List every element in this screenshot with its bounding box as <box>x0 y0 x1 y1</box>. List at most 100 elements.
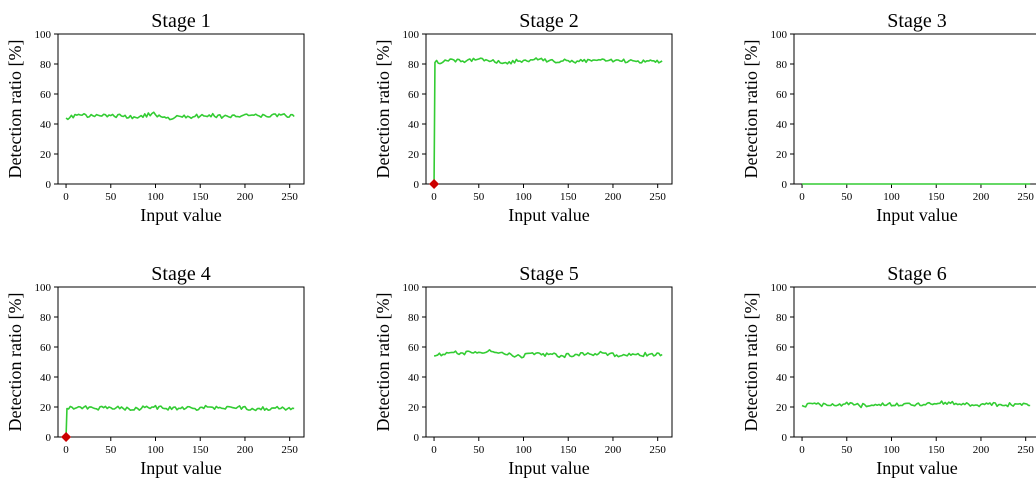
chart-1-ytick-label: 60 <box>40 89 52 101</box>
chart-1-ytick-label: 0 <box>46 179 52 191</box>
chart-4-title: Stage 4 <box>151 263 210 285</box>
chart-4-xtick-label: 150 <box>192 444 209 456</box>
chart-5: Stage 5 0 20 40 60 80 100 0 50 100 150 200 250 Input … <box>373 263 673 478</box>
chart-5-xtick-label: 200 <box>605 444 622 456</box>
chart-6-xtick-label: 150 <box>928 444 945 456</box>
chart-4-ytick-label: 40 <box>40 372 52 384</box>
chart-2-xlabel: Input value <box>508 205 589 225</box>
chart-3-xtick-label: 200 <box>973 191 990 203</box>
chart-3-ytick-label: 40 <box>776 119 788 131</box>
chart-4-xtick-label: 0 <box>63 444 69 456</box>
chart-6-xtick-label: 0 <box>799 444 805 456</box>
chart-5-xtick-label: 0 <box>431 444 437 456</box>
chart-1-ytick-label: 40 <box>40 119 52 131</box>
chart-4-ytick-label: 60 <box>40 342 52 354</box>
chart-5-xtick-label: 150 <box>560 444 577 456</box>
chart-2-series-line <box>433 57 663 185</box>
chart-1: Stage 1 0 20 40 60 80 100 0 50 100 150 200 250 Input … <box>5 10 305 225</box>
chart-5-ylabel: Detection ratio [%] <box>373 293 393 432</box>
chart-4-ytick-label: 20 <box>40 402 52 414</box>
chart-1-ytick-label: 20 <box>40 149 52 161</box>
chart-6-series-line <box>801 400 1031 409</box>
chart-3-xtick-label: 50 <box>841 191 853 203</box>
chart-3-xtick-label: 150 <box>928 191 945 203</box>
chart-4-frame <box>57 286 305 438</box>
chart-4-ytick-label: 0 <box>46 432 52 444</box>
chart-6-ytick-label: 20 <box>776 402 788 414</box>
chart-1-series-line <box>65 111 295 121</box>
chart-4-xtick-label: 50 <box>105 444 117 456</box>
chart-2-xtick-label: 100 <box>515 191 532 203</box>
chart-1-title: Stage 1 <box>151 10 210 32</box>
chart-2-frame <box>425 33 673 185</box>
chart-3: Stage 3 0 20 40 60 80 100 0 50 100 150 200 250 Input … <box>741 10 1036 225</box>
chart-1-ylabel: Detection ratio [%] <box>5 40 25 179</box>
chart-3-frame <box>793 33 1036 185</box>
chart-6-ytick-label: 100 <box>771 282 788 294</box>
chart-6-ytick-label: 60 <box>776 342 788 354</box>
chart-1-xlabel: Input value <box>140 205 221 225</box>
chart-6-xtick-label: 50 <box>841 444 853 456</box>
chart-4-xtick-label: 200 <box>237 444 254 456</box>
chart-2-ytick-label: 40 <box>408 119 420 131</box>
chart-3-xtick-label: 100 <box>883 191 900 203</box>
chart-5-xtick-label: 50 <box>473 444 485 456</box>
chart-2-title: Stage 2 <box>519 10 578 32</box>
chart-2-xtick-label: 150 <box>560 191 577 203</box>
chart-6-ylabel: Detection ratio [%] <box>741 293 761 432</box>
chart-6-ytick-label: 80 <box>776 312 788 324</box>
chart-5-xtick-label: 250 <box>649 444 666 456</box>
chart-6-xtick-label: 200 <box>973 444 990 456</box>
chart-5-xlabel: Input value <box>508 458 589 478</box>
chart-4-marker-point <box>61 432 72 442</box>
chart-2-ylabel: Detection ratio [%] <box>373 40 393 179</box>
chart-5-xtick-label: 100 <box>515 444 532 456</box>
chart-3-ytick-label: 20 <box>776 149 788 161</box>
chart-2-ytick-label: 80 <box>408 59 420 71</box>
chart-3-xtick-label: 0 <box>799 191 805 203</box>
chart-6-xlabel: Input value <box>876 458 957 478</box>
chart-6-xtick-label: 250 <box>1017 444 1034 456</box>
chart-6-ytick-label: 0 <box>782 432 788 444</box>
chart-5-ytick-label: 100 <box>403 282 420 294</box>
chart-2-ytick-label: 60 <box>408 89 420 101</box>
chart-4-ylabel: Detection ratio [%] <box>5 293 25 432</box>
chart-6-frame <box>793 286 1036 438</box>
chart-2-xtick-label: 250 <box>649 191 666 203</box>
chart-6-title: Stage 6 <box>887 263 946 285</box>
chart-5-frame <box>425 286 673 438</box>
chart-2-xtick-label: 200 <box>605 191 622 203</box>
chart-2-xtick-label: 50 <box>473 191 485 203</box>
chart-1-ytick-label: 100 <box>35 29 52 41</box>
chart-2-xtick-label: 0 <box>431 191 437 203</box>
chart-6-ytick-label: 40 <box>776 372 788 384</box>
chart-2: Stage 2 0 20 40 60 80 100 0 50 100 150 200 250 Input … <box>373 10 673 225</box>
chart-4-series-line <box>65 404 295 438</box>
chart-5-series-line <box>433 349 663 359</box>
chart-1-xtick-label: 150 <box>192 191 209 203</box>
chart-1-ytick-label: 80 <box>40 59 52 71</box>
chart-2-ytick-label: 0 <box>414 179 420 191</box>
chart-5-title: Stage 5 <box>519 263 578 285</box>
chart-3-ytick-label: 0 <box>782 179 788 191</box>
chart-4-ytick-label: 80 <box>40 312 52 324</box>
chart-2-ytick-label: 100 <box>403 29 420 41</box>
chart-6: Stage 6 0 20 40 60 80 100 0 50 100 150 200 250 Input … <box>741 263 1036 478</box>
chart-2-marker-point <box>429 179 440 189</box>
chart-4-xtick-label: 100 <box>147 444 164 456</box>
chart-1-xtick-label: 0 <box>63 191 69 203</box>
chart-4-xtick-label: 250 <box>281 444 298 456</box>
chart-1-xtick-label: 200 <box>237 191 254 203</box>
chart-4-ytick-label: 100 <box>35 282 52 294</box>
chart-5-ytick-label: 80 <box>408 312 420 324</box>
chart-5-ytick-label: 40 <box>408 372 420 384</box>
chart-5-ytick-label: 60 <box>408 342 420 354</box>
chart-1-xtick-label: 250 <box>281 191 298 203</box>
chart-3-ytick-label: 100 <box>771 29 788 41</box>
chart-4: Stage 4 0 20 40 60 80 100 0 50 100 150 200 250 Input … <box>5 263 305 478</box>
chart-3-xtick-label: 250 <box>1017 191 1034 203</box>
chart-3-ytick-label: 80 <box>776 59 788 71</box>
chart-3-title: Stage 3 <box>887 10 946 32</box>
chart-1-xtick-label: 100 <box>147 191 164 203</box>
